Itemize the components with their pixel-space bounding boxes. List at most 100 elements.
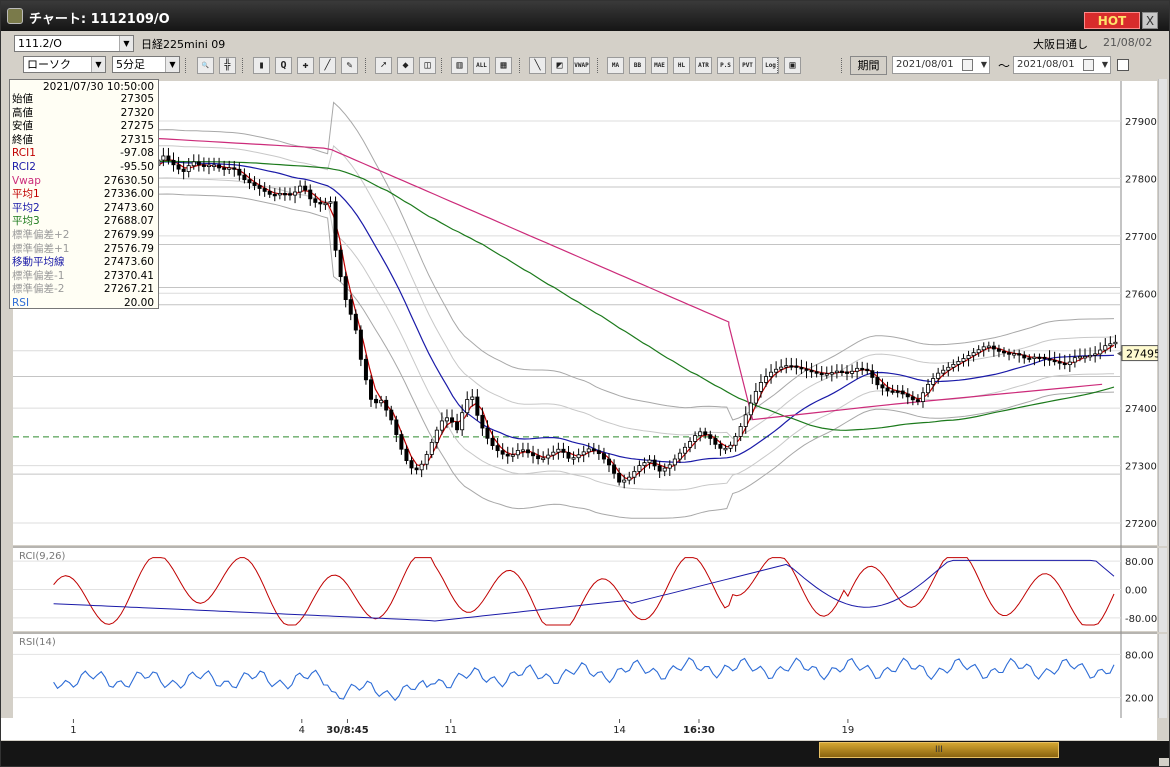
ohlc-key: 移動平均線 <box>12 256 65 269</box>
candle-body <box>1012 353 1017 356</box>
ohlc-key: 高値 <box>12 106 33 119</box>
calendar-icon[interactable] <box>962 59 973 71</box>
color-tool-button[interactable]: ◩ <box>551 57 568 74</box>
chevron-down-icon[interactable]: ▼ <box>980 60 987 69</box>
candle-body <box>667 464 672 469</box>
candle-body <box>850 370 855 374</box>
candle-body <box>556 448 561 453</box>
ohlc-value: 27267.21 <box>103 283 154 296</box>
candle-body <box>703 431 708 436</box>
candle-body <box>541 457 546 460</box>
candle-body <box>505 453 510 457</box>
ohlc-value: 27630.50 <box>103 174 154 187</box>
candle-body <box>986 345 991 348</box>
chevron-down-icon[interactable]: ▼ <box>1101 60 1108 69</box>
candle-body <box>212 164 217 167</box>
chart-type-select[interactable]: ローソク ▼ <box>23 56 106 73</box>
crosshair-tool-button[interactable]: ╬ <box>219 57 236 74</box>
psar-tool-button[interactable]: P.S A.R <box>717 57 734 74</box>
rsi-panel-scrollbar[interactable] <box>1158 634 1167 718</box>
zoom-tool-button[interactable]: 🔍 <box>197 57 214 74</box>
brush-tool-button[interactable]: ╲ <box>529 57 546 74</box>
box-tool-button[interactable]: ◫ <box>419 57 436 74</box>
period-button[interactable]: 期間 <box>850 56 887 75</box>
pattern-tool-button[interactable]: ▦ <box>495 57 512 74</box>
chevron-down-icon[interactable]: ▼ <box>165 57 179 72</box>
candle-body <box>379 399 384 404</box>
candle-body <box>201 164 206 167</box>
atr-tool-button[interactable]: ATR <box>695 57 712 74</box>
toolbar-separator <box>242 58 244 73</box>
candle-body <box>303 185 308 191</box>
mae-tool-button[interactable]: MAE <box>651 57 668 74</box>
screen-tool-button[interactable]: ▣ <box>784 57 801 74</box>
symbol-select[interactable]: 111.2/O ▼ <box>14 35 134 52</box>
tick-tool-button[interactable]: ✚ <box>297 57 314 74</box>
interval-select[interactable]: 5分足 ▼ <box>112 56 180 73</box>
date-from-input[interactable]: 2021/08/01 ▼ <box>892 56 990 74</box>
ohlc-row: 平均2 27473.60 <box>10 202 158 216</box>
candle-body <box>698 431 703 436</box>
candle-body <box>581 451 586 456</box>
candle-body <box>1027 357 1032 360</box>
cursor-tool-button[interactable]: ➚ <box>375 57 392 74</box>
ohlc-key: 標準偏差-2 <box>12 283 65 296</box>
hot-button[interactable]: HOT <box>1084 12 1140 29</box>
ohlc-key: 平均3 <box>12 215 40 228</box>
candle-body <box>272 193 277 197</box>
candle-body <box>708 434 713 439</box>
candle-body <box>298 185 303 193</box>
chevron-down-icon[interactable]: ▼ <box>119 36 133 51</box>
x-tick-label: 14 <box>613 725 626 736</box>
candle-body <box>1113 341 1118 345</box>
date-to-value: 2021/08/01 <box>1017 59 1075 70</box>
draw-tool-button[interactable]: ╱ <box>319 57 336 74</box>
candle-body <box>814 371 819 374</box>
x-axis-bg <box>1 718 1157 740</box>
multi-tool-button[interactable]: ▥ <box>451 57 468 74</box>
rci2-line <box>53 559 1115 622</box>
candle-body <box>885 387 890 392</box>
candle-body <box>910 396 915 401</box>
log-tool-button[interactable]: Log <box>762 57 779 74</box>
candle-body <box>966 355 971 359</box>
rsi-panel-bg <box>13 634 1157 718</box>
price-tick-label: 27700 <box>1125 232 1157 243</box>
candle-body <box>632 471 637 478</box>
candle-body <box>622 479 627 483</box>
title-bar[interactable]: チャート: 1112109/O HOT X <box>1 1 1169 31</box>
candle-body <box>1022 354 1027 359</box>
pen-tool-button[interactable]: ✎ <box>341 57 358 74</box>
rci-panel-scrollbar[interactable] <box>1158 548 1167 632</box>
pvt-tool-button[interactable]: PVT <box>739 57 756 74</box>
candle-body <box>829 372 834 375</box>
candle-body <box>961 358 966 362</box>
ohlc-value: 27320 <box>120 106 154 119</box>
chart-area[interactable]: 2790027800277002760027500274002730027200… <box>1 78 1169 741</box>
date-to-input[interactable]: 2021/08/01 ▼ <box>1013 56 1111 74</box>
date-range-separator: 〜 <box>998 59 1011 73</box>
bb-tool-button[interactable]: BB <box>629 57 646 74</box>
ma-tool-button[interactable]: MA <box>607 57 624 74</box>
ohlc-key: 安値 <box>12 120 33 133</box>
calendar-icon[interactable] <box>1083 59 1094 71</box>
hl-tool-button[interactable]: HL <box>673 57 690 74</box>
candle-body <box>1072 357 1077 363</box>
resize-corner[interactable] <box>1159 758 1169 766</box>
candle-tool-button[interactable]: ▮ <box>253 57 270 74</box>
vwap-tool-button[interactable]: VWAP <box>573 57 590 74</box>
candle-body <box>784 365 789 368</box>
close-button[interactable]: X <box>1142 12 1158 29</box>
search-tool-button[interactable]: Q <box>275 57 292 74</box>
time-scroll-thumb[interactable] <box>819 742 1059 758</box>
candle-body <box>612 464 617 474</box>
chevron-down-icon[interactable]: ▼ <box>91 57 105 72</box>
stamp-tool-button[interactable]: ◆ <box>397 57 414 74</box>
option-checkbox[interactable] <box>1117 59 1129 71</box>
price-panel-scrollbar[interactable] <box>1158 79 1167 546</box>
candle-body <box>561 448 566 453</box>
candle-body <box>617 472 622 483</box>
candle-body <box>895 390 900 393</box>
all-tool-button[interactable]: ALL <box>473 57 490 74</box>
ohlc-row: RSI 20.00 <box>10 297 158 311</box>
